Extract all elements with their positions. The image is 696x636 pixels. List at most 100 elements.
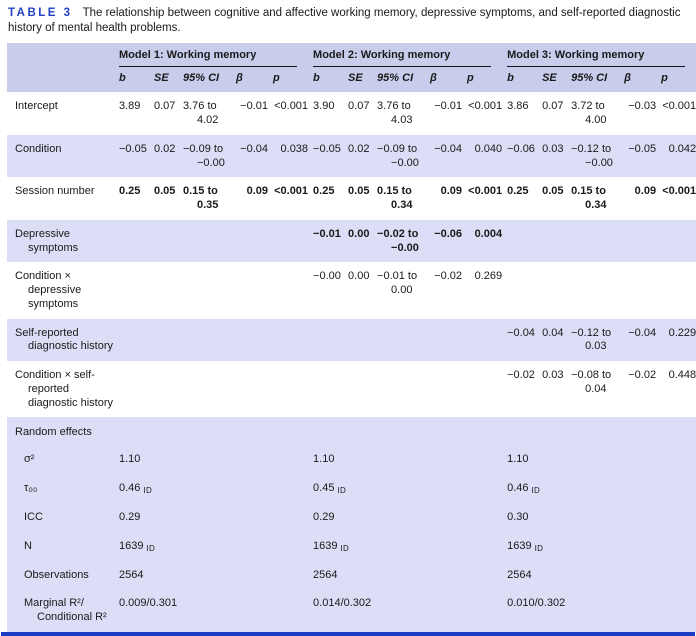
table-row-marginal-r2: Marginal R²/ Conditional R² 0.009/0.301 …	[7, 589, 696, 632]
table-row-sigma2: σ² 1.10 1.10 1.10	[7, 445, 696, 474]
table-caption-text: The relationship between cognitive and a…	[8, 7, 681, 34]
cell-m2-b: 3.90	[313, 100, 335, 113]
table-row-session-number: Session number 0.25 0.05 0.15 to 0.35 0.…	[7, 177, 696, 220]
cell-m3-b: −0.04	[507, 326, 535, 339]
cell-m3-beta: −0.04	[628, 326, 657, 339]
cell-m1-ci: 3.76 to 4.02	[183, 100, 219, 127]
cell-m1-b: 3.89	[119, 100, 141, 113]
model1-header: Model 1: Working memory	[117, 43, 311, 67]
cell-m2-se: 0.05	[348, 185, 370, 198]
label-column-header	[7, 67, 117, 93]
stat-header-row: b SE 95% CI β p b SE 95% CI β p b SE 95%…	[7, 66, 696, 93]
cell-m2-b: −0.00	[313, 270, 341, 283]
row-label: Self-reported diagnostic history	[15, 326, 113, 353]
cell-m2-se: 0.07	[348, 100, 370, 113]
cell-m3-ci: 0.15 to 0.34	[571, 185, 607, 212]
table-body: Intercept 3.89 0.07 3.76 to 4.02 −0.01 <…	[7, 92, 696, 632]
table-row-condition-x-depressive: Condition × depressive symptoms −0.00 0.…	[7, 262, 696, 318]
cell-m1-value: 0.46 ID	[119, 481, 153, 495]
cell-m2-se: 0.00	[348, 270, 370, 283]
table-caption: TABLE 3 The relationship between cognitiv…	[0, 0, 696, 43]
table-row-n: N 1639 ID 1639 ID 1639 ID	[7, 531, 696, 561]
cell-m1-value: 1.10	[119, 453, 141, 466]
cell-m3-value: 0.010/0.302	[507, 597, 566, 610]
id-subscript: ID	[337, 485, 347, 495]
cell-m3-ci: 3.72 to 4.00	[571, 100, 607, 127]
cell-m1-beta: −0.01	[240, 100, 268, 113]
table-header: Model 1: Working memory Model 2: Working…	[7, 42, 696, 93]
cell-m3-value: 1639 ID	[507, 539, 544, 553]
table-row-tau00: τ₀₀ 0.46 ID 0.45 ID 0.46 ID	[7, 473, 696, 503]
col-header-p-m3: p	[661, 71, 668, 84]
cell-m2-p: 0.269	[474, 270, 503, 283]
cell-m1-p: <0.001	[274, 185, 309, 198]
cell-m2-beta: −0.04	[434, 142, 463, 155]
cell-m3-p: <0.001	[662, 185, 696, 198]
row-label: Condition	[15, 142, 62, 155]
cell-m2-empty	[311, 361, 505, 417]
table-row-depressive-symptoms: Depressive symptoms −0.01 0.00 −0.02 to …	[7, 219, 696, 263]
cell-m3-se: 0.03	[542, 142, 564, 155]
table-row-condition-x-self-reported: Condition × self-reported diagnostic his…	[7, 361, 696, 417]
cell-m1-value: 0.009/0.301	[119, 597, 178, 610]
cell-m3-empty	[505, 220, 696, 263]
col-header-ci-m2: 95% CI	[377, 71, 414, 84]
cell-m1-value: 1639 ID	[119, 539, 156, 553]
id-subscript: ID	[146, 543, 156, 553]
cell-m2-ci: 3.76 to 4.03	[377, 100, 413, 127]
model3-header: Model 3: Working memory	[505, 43, 696, 67]
row-label: σ²	[24, 453, 35, 466]
cell-m3-ci: −0.08 to 0.04	[571, 369, 612, 395]
cell-m3-p: 0.229	[668, 326, 696, 339]
row-label: ICC	[24, 510, 43, 523]
cell-m1-empty	[117, 220, 311, 263]
cell-m3-b: 0.25	[507, 185, 529, 198]
col-header-ci-m1: 95% CI	[183, 71, 220, 84]
col-header-se-m1: SE	[154, 71, 169, 84]
cell-m3-se: 0.05	[542, 185, 564, 198]
label-column-header	[7, 43, 117, 67]
random-effects-section-header: Random effects	[7, 417, 696, 446]
table-bottom-rule	[1, 631, 695, 636]
cell-m1-se: 0.02	[154, 142, 176, 155]
col-header-beta-m1: β	[236, 71, 243, 84]
cell-m3-p: 0.042	[668, 142, 696, 155]
model2-header: Model 2: Working memory	[311, 43, 505, 67]
section-label: Random effects	[15, 426, 92, 439]
id-subscript: ID	[340, 543, 350, 553]
row-label: τ₀₀	[24, 481, 38, 494]
cell-m1-b: −0.05	[119, 142, 147, 155]
cell-m2-ci: −0.02 to −0.00	[377, 227, 419, 254]
row-label: Depressive symptoms	[15, 227, 79, 254]
cell-m3-value: 2564	[507, 568, 532, 581]
cell-m1-p: 0.038	[280, 142, 309, 155]
cell-m2-value: 0.45 ID	[313, 481, 347, 495]
id-subscript: ID	[143, 485, 153, 495]
cell-m2-value: 0.29	[313, 510, 335, 523]
cell-m2-b: 0.25	[313, 185, 335, 198]
cell-m2-beta: −0.06	[434, 227, 463, 240]
table-row-self-reported-history: Self-reported diagnostic history −0.04 0…	[7, 318, 696, 362]
col-header-se-m3: SE	[542, 71, 557, 84]
row-label: Intercept	[15, 100, 58, 113]
table-number-label: TABLE 3	[8, 7, 73, 19]
table-row-icc: ICC 0.29 0.29 0.30	[7, 502, 696, 532]
row-label: Session number	[15, 185, 95, 198]
cell-m2-empty	[311, 319, 505, 362]
cell-m3-beta: −0.03	[628, 100, 657, 113]
col-header-se-m2: SE	[348, 71, 363, 84]
cell-m2-value: 0.014/0.302	[313, 597, 372, 610]
cell-m2-p: <0.001	[468, 100, 503, 113]
cell-m3-ci: −0.12 to 0.03	[571, 326, 612, 353]
cell-m1-se: 0.05	[154, 185, 176, 198]
cell-m3-beta: 0.09	[634, 185, 657, 198]
col-header-p-m1: p	[273, 71, 280, 84]
cell-m2-b: −0.01	[313, 227, 341, 240]
cell-m3-p: <0.001	[662, 100, 696, 113]
cell-m2-ci: 0.15 to 0.34	[377, 185, 413, 212]
table-row-condition: Condition −0.05 0.02 −0.09 to −0.00 −0.0…	[7, 134, 696, 178]
cell-m2-b: −0.05	[313, 142, 341, 155]
row-label: N	[24, 539, 32, 552]
cell-m1-b: 0.25	[119, 185, 141, 198]
cell-m3-ci: −0.12 to −0.00	[571, 142, 613, 169]
